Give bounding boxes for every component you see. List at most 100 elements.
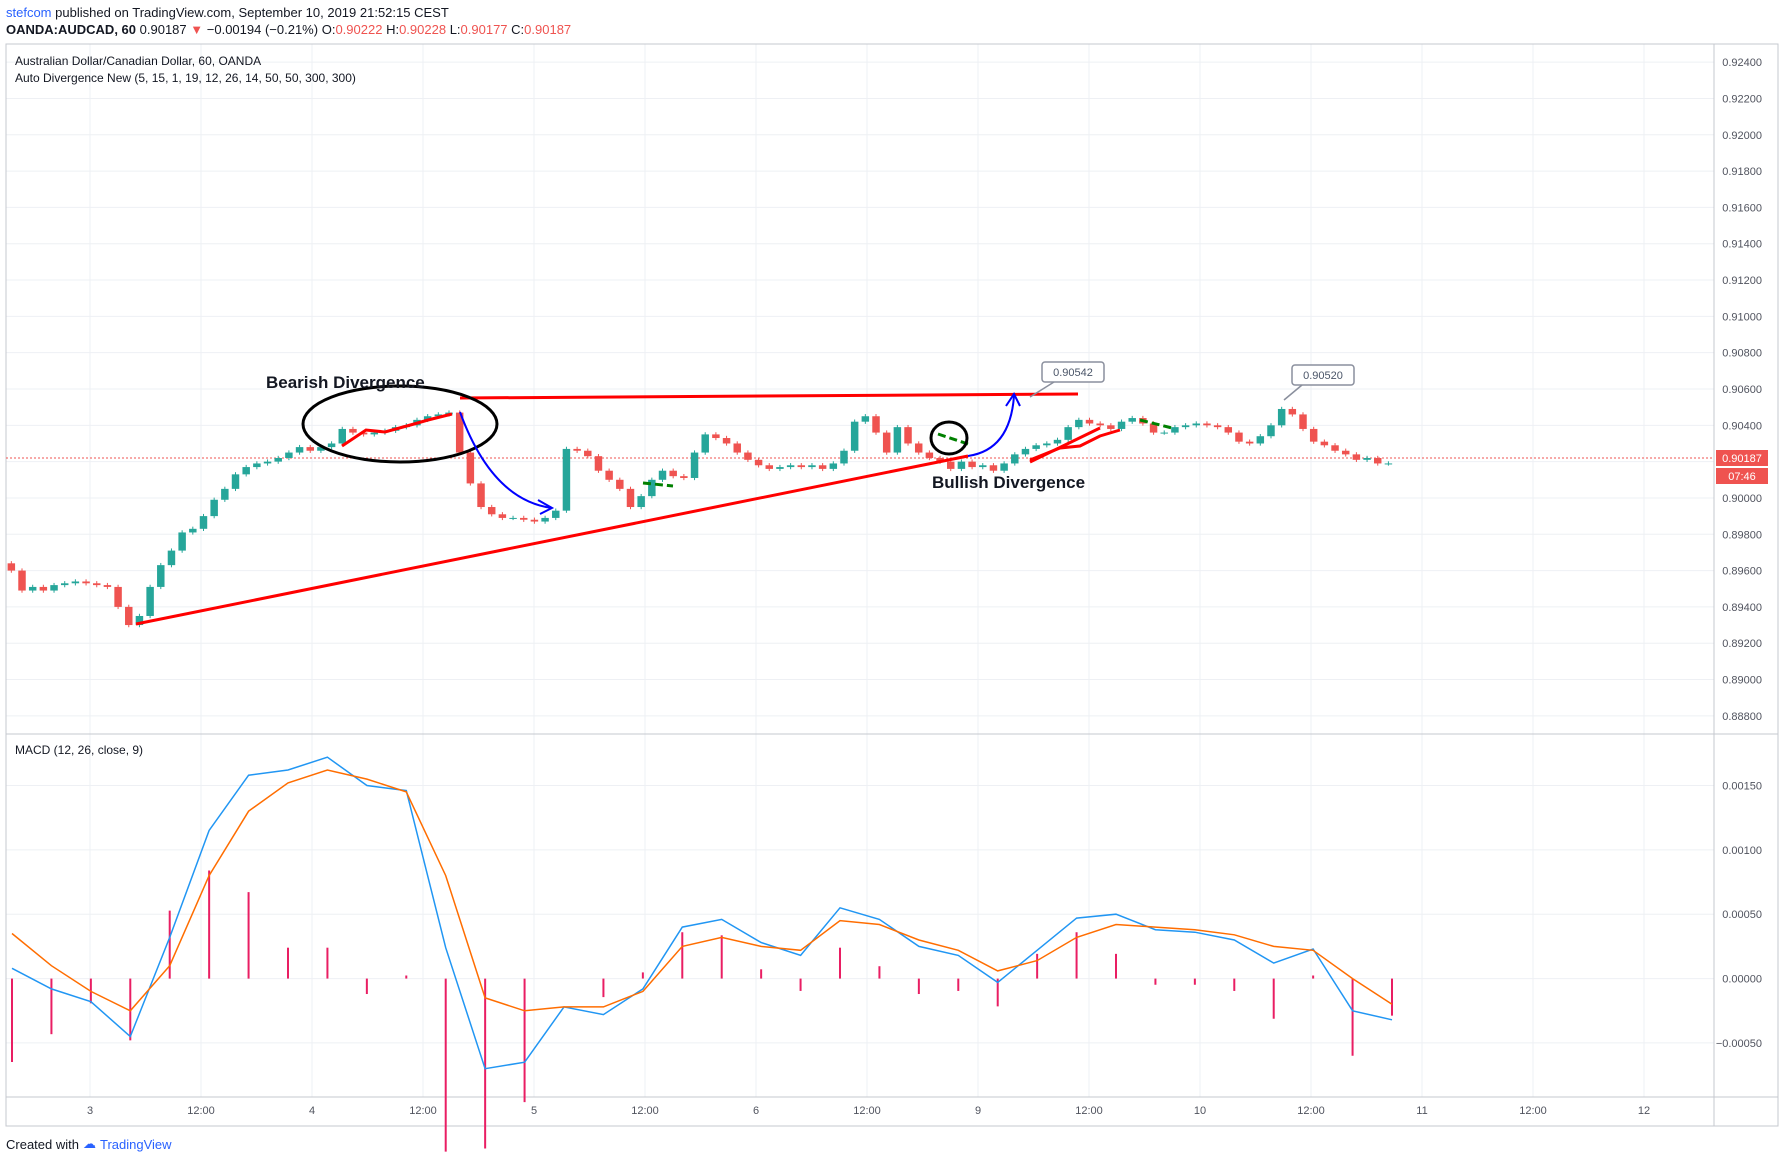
candle-body: [82, 581, 90, 584]
candle-body: [562, 448, 571, 511]
ohlc-l-label: L:: [449, 22, 461, 37]
price-tick-label: 0.90800: [1722, 348, 1762, 360]
candle-body: [263, 461, 272, 464]
candle-body: [904, 427, 912, 444]
candle-body: [882, 432, 891, 453]
divergence-line-bearish: [341, 412, 453, 448]
candle-body: [840, 450, 848, 464]
candle-body: [669, 470, 677, 477]
candle-body: [189, 528, 197, 533]
candle-body: [818, 465, 827, 469]
candle-body: [1320, 441, 1329, 446]
candle-body: [861, 416, 870, 422]
candle-body: [274, 458, 282, 462]
candle-body: [1160, 432, 1168, 434]
candle-body: [60, 583, 69, 586]
ohlc-c-value: 0.90187: [524, 22, 572, 37]
candle-body: [1245, 441, 1254, 444]
symbol-info: OANDA:AUDCAD, 60 0.90187 ▼ −0.00194 (−0.…: [6, 22, 571, 37]
time-tick-label: 10: [1194, 1105, 1206, 1117]
candle-body: [1053, 439, 1062, 444]
candle-body: [93, 583, 101, 586]
candle-body: [146, 586, 154, 616]
candle-body: [690, 452, 699, 478]
resistance-line: [459, 392, 1079, 400]
time-axis[interactable]: 3 12:00 4 12:00 5 12:00 6 12:00 9 12:00 10 12:00 11 1…: [87, 1105, 1650, 1117]
price-tick-label: 0.89200: [1722, 638, 1762, 650]
last-price-tag: 0.90187 07:46: [1716, 450, 1768, 484]
bullish-label: Bullish Divergence: [932, 473, 1085, 492]
signal-line: [11, 769, 1393, 1012]
drawings[interactable]: Bearish Divergence Bullish Divergence 0.…: [135, 361, 1355, 626]
candle-body: [285, 452, 293, 458]
candle-body: [616, 479, 624, 489]
candle-body: [18, 570, 26, 591]
candle-body: [552, 510, 560, 518]
candle-body: [850, 421, 859, 451]
candle-body: [349, 428, 357, 433]
indicator-title[interactable]: Auto Divergence New (5, 15, 1, 19, 12, 2…: [15, 71, 356, 85]
candle-body: [1021, 448, 1030, 455]
time-tick-label: 3: [87, 1105, 93, 1117]
candle-body: [28, 586, 37, 591]
price-axis[interactable]: 0.92400 0.92200 0.92000 0.91800 0.91600 0.914…: [1722, 57, 1762, 723]
ohlc-h-value: 0.90228: [399, 22, 447, 37]
candle-body: [1374, 458, 1382, 464]
candle-body: [114, 586, 122, 607]
candle-body: [530, 519, 539, 522]
divergence-segment-1: [642, 481, 674, 488]
time-tick-label: 12:00: [631, 1105, 659, 1117]
published-text: published on TradingView.com, September …: [55, 5, 449, 20]
price-tick-label: 0.89000: [1722, 675, 1762, 687]
candle-body: [637, 496, 645, 508]
candle-body: [253, 463, 261, 468]
candle-body: [573, 448, 581, 451]
price-tick-label: 0.90400: [1722, 420, 1762, 432]
candle-body: [947, 461, 955, 469]
time-tick-label: 12:00: [409, 1105, 437, 1117]
macd-axis[interactable]: 0.00150 0.00100 0.00050 0.00000 −0.00050: [1716, 780, 1762, 1049]
candle-body: [989, 465, 998, 471]
time-tick-label: 5: [531, 1105, 537, 1117]
publish-info: stefcom published on TradingView.com, Se…: [6, 5, 449, 20]
time-tick-label: 9: [975, 1105, 981, 1117]
candle-body: [1011, 454, 1019, 464]
bearish-ellipse: [301, 384, 499, 464]
candle-body: [765, 465, 773, 469]
candle-body: [295, 447, 304, 453]
candle-body: [1277, 408, 1286, 426]
candle-body: [722, 438, 731, 444]
time-tick-label: 4: [309, 1105, 315, 1117]
tradingview-brand[interactable]: TradingView: [99, 1136, 172, 1152]
support-trendline: [135, 454, 969, 626]
macd-plot: [11, 756, 1393, 1152]
countdown-tag-text: 07:46: [1728, 471, 1756, 483]
price-tick-label: 0.91600: [1722, 202, 1762, 214]
ohlc-h-label: H:: [386, 22, 400, 37]
candle-body: [1107, 425, 1115, 429]
candle-body: [808, 465, 816, 468]
candle-body: [1128, 418, 1136, 422]
tradingview-logo-icon: ☁: [82, 1136, 96, 1151]
candle-body: [893, 427, 902, 453]
footer: Created with ☁ TradingView: [6, 1136, 172, 1152]
candle-body: [157, 565, 165, 587]
ohlc-o-label: O:: [321, 22, 336, 37]
publisher-link[interactable]: stefcom: [6, 5, 52, 20]
candle-body: [103, 585, 112, 587]
callout-2-text: 0.90520: [1303, 370, 1343, 382]
macd-title[interactable]: MACD (12, 26, close, 9): [15, 743, 143, 757]
candle-body: [39, 586, 48, 591]
candle-body: [1384, 463, 1393, 465]
candle-body: [584, 450, 592, 457]
candle-body: [1096, 423, 1104, 426]
divergence-segment-2: [1139, 418, 1173, 430]
macd-tick-label: 0.00050: [1722, 909, 1762, 921]
candle-body: [968, 461, 976, 468]
candle-body: [71, 581, 80, 584]
time-tick-label: 12:00: [853, 1105, 881, 1117]
candle-body: [1341, 450, 1350, 455]
candle-body: [701, 434, 709, 453]
macd-line: [11, 756, 1393, 1070]
